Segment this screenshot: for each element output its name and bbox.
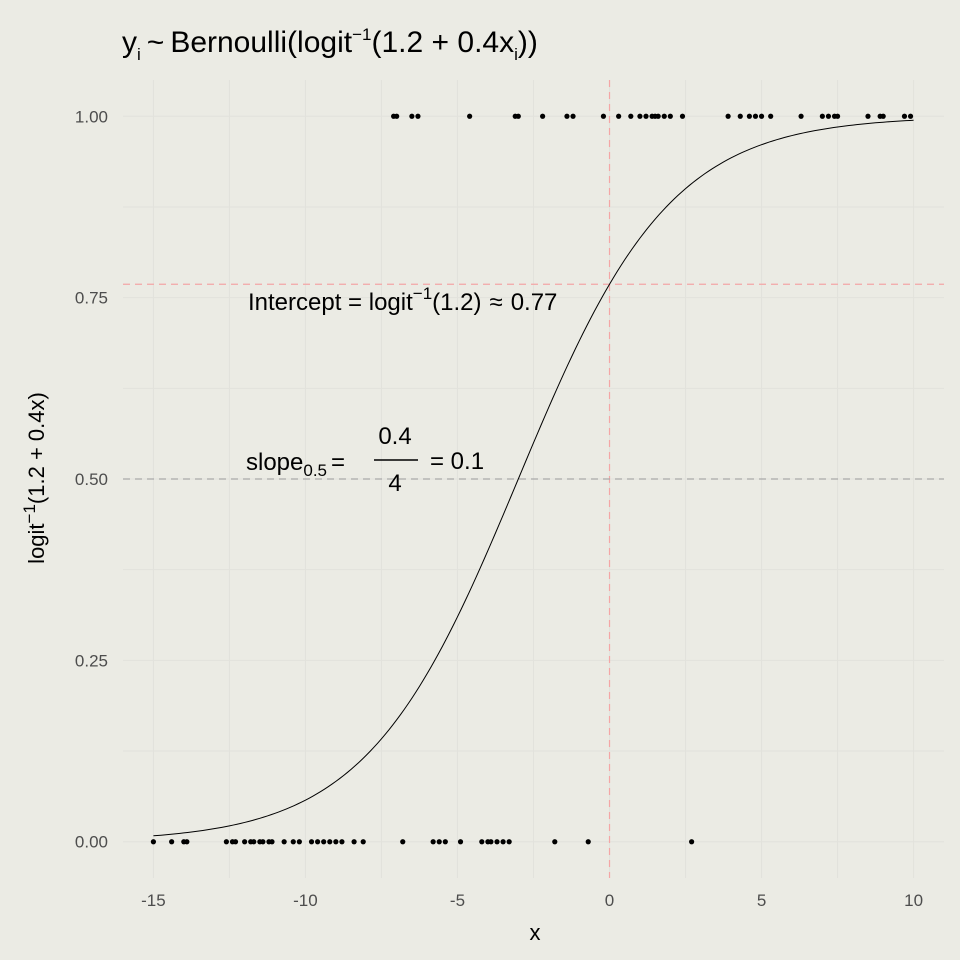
data-point [552,839,558,845]
y-tick-label: 0.50 [75,470,108,489]
data-point [296,839,302,845]
data-point [308,839,315,845]
data-point [737,113,743,119]
x-axis-ticks: -15 -10 -5 0 5 10 [141,891,923,910]
data-point [457,839,464,845]
data-point [689,839,695,845]
data-point [232,839,239,845]
intercept-annotation: Intercept = logit−1(1.2) ≈0.77 [248,284,557,316]
data-point [339,839,345,845]
svg-text:slope0.5=: slope0.5 = [246,449,345,480]
x-tick-label: -10 [293,891,318,910]
data-point [798,113,804,119]
data-point [321,839,327,845]
data-point [752,113,759,119]
data-point [585,839,591,845]
data-point [725,113,731,119]
data-point [600,113,607,119]
x-axis-title: x [530,920,541,945]
data-point [758,113,765,119]
logistic-curve [153,119,914,837]
data-point [394,113,400,119]
data-point [442,839,448,845]
data-point [251,839,257,845]
data-point [667,113,673,119]
y-tick-label: 0.75 [75,289,108,308]
data-point [351,839,357,845]
data-point [400,839,406,845]
y-tick-label: 1.00 [75,107,108,126]
data-point [169,839,175,845]
data-point [506,839,512,845]
data-point [655,113,661,119]
data-point [223,839,229,845]
data-point [865,113,871,119]
y-axis-ticks: 0.00 0.25 0.50 0.75 1.00 [75,107,108,851]
data-point [269,839,275,845]
data-point [436,839,442,845]
data-point [500,839,506,845]
data-point [661,113,667,119]
chart-title: yi ~ Bernoulli(logit−1(1.2 + 0.4xi)) [122,25,538,64]
data-point [184,839,190,845]
slope-label: slope [246,449,303,476]
data-point [637,113,643,119]
slope-numerator: 0.4 [378,423,411,450]
data-point [834,113,841,119]
y-axis-title: logit−1(1.2 + 0.4x) [20,392,49,564]
slope-denominator: 4 [388,470,401,497]
data-point [467,113,473,119]
data-point [819,113,825,119]
data-point [616,113,622,119]
x-tick-label: -15 [141,891,166,910]
data-point [281,839,287,845]
x-tick-label: -5 [450,891,465,910]
data-point [679,113,686,119]
data-points [150,113,914,845]
data-point [880,113,886,119]
data-point [290,839,296,845]
data-point [242,839,248,845]
data-point [409,113,415,119]
data-point [515,113,521,119]
data-point [768,113,774,119]
slope-annotation: slope0.5 = 0.4 4 = 0.1 [246,423,484,497]
data-point [825,113,832,119]
data-point [746,113,752,119]
data-point [430,839,436,845]
data-point [907,113,914,119]
x-tick-label: 10 [904,891,923,910]
data-point [260,839,266,845]
data-point [540,113,546,119]
slope-result: = 0.1 [430,448,484,475]
data-point [479,839,485,845]
data-point [333,839,339,845]
data-point [360,839,366,845]
reference-lines [123,80,944,878]
data-point [415,113,421,119]
data-point [628,113,634,119]
y-tick-label: 0.25 [75,651,108,670]
data-point [327,839,333,845]
data-point [488,839,494,845]
data-point [315,839,321,845]
data-point [901,113,908,119]
x-tick-label: 0 [605,891,614,910]
y-tick-label: 0.00 [75,833,108,852]
data-point [494,839,500,845]
data-point [570,113,576,119]
x-tick-label: 5 [757,891,766,910]
data-point [564,113,570,119]
data-point [150,839,157,845]
data-point [643,113,649,119]
